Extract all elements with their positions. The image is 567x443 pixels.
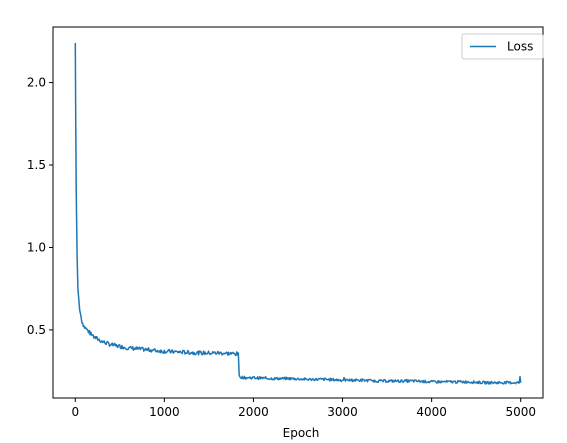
y-tick-label: 1.0 bbox=[27, 240, 46, 254]
y-tick-label: 0.5 bbox=[27, 323, 46, 337]
legend-label-loss: Loss bbox=[507, 40, 533, 54]
plot-frame bbox=[52, 26, 544, 399]
x-tick-label: 1000 bbox=[149, 405, 180, 419]
x-axis-label: Epoch bbox=[283, 426, 320, 440]
x-tick-label: 3000 bbox=[327, 405, 358, 419]
x-tick-label: 4000 bbox=[416, 405, 447, 419]
y-tick-label: 2.0 bbox=[27, 76, 46, 90]
legend-box bbox=[461, 33, 544, 60]
series-line-loss bbox=[74, 42, 522, 385]
legend: Loss bbox=[461, 33, 544, 60]
y-tick-label: 1.5 bbox=[27, 158, 46, 172]
x-tick-label: 0 bbox=[71, 405, 79, 419]
x-tick-label: 2000 bbox=[238, 405, 269, 419]
x-tick-label: 5000 bbox=[505, 405, 536, 419]
